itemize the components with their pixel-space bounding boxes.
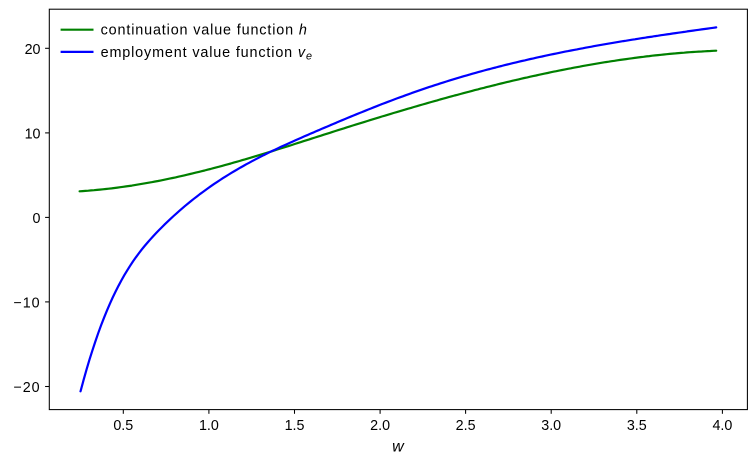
svg-text:4.0: 4.0 xyxy=(712,418,732,434)
svg-text:20: 20 xyxy=(25,42,41,58)
svg-text:3.5: 3.5 xyxy=(627,418,647,434)
svg-text:1.5: 1.5 xyxy=(285,418,305,434)
svg-text:w: w xyxy=(392,439,405,456)
svg-text:2.5: 2.5 xyxy=(456,418,476,434)
svg-text:0.5: 0.5 xyxy=(113,418,133,434)
svg-text:continuation value function h: continuation value function h xyxy=(101,23,308,39)
svg-text:3.0: 3.0 xyxy=(541,418,561,434)
svg-text:−10: −10 xyxy=(14,295,41,311)
svg-text:1.0: 1.0 xyxy=(199,418,219,434)
svg-text:0: 0 xyxy=(33,211,41,227)
svg-text:10: 10 xyxy=(25,126,41,142)
svg-text:−20: −20 xyxy=(14,380,41,396)
svg-text:employment value function ve: employment value function ve xyxy=(101,45,313,63)
svg-text:2.0: 2.0 xyxy=(370,418,390,434)
